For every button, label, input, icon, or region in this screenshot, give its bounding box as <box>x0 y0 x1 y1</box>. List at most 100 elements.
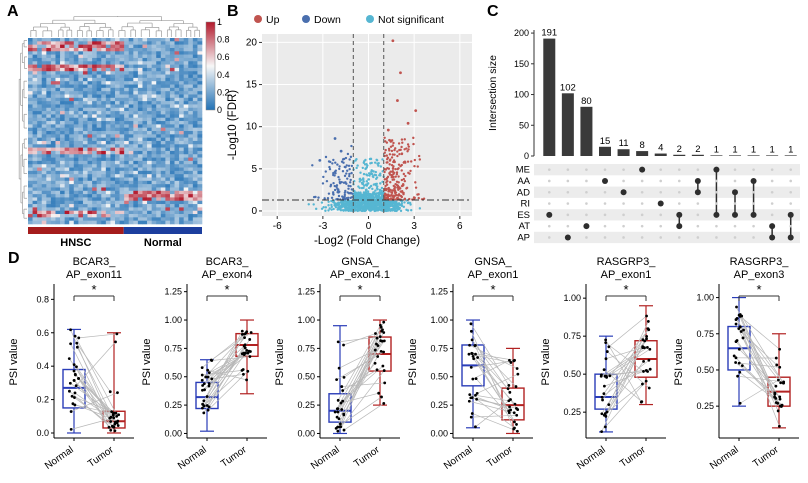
boxplot-BCAR3_AP_exon11: BCAR3_AP_exon11 0.0 0.2 0.4 0.6 0.8 PSI value *… <box>8 256 134 472</box>
colorbar-tick: 0.8 <box>217 35 230 45</box>
plot-title-line2: AP_exon4 <box>202 269 253 281</box>
y-tick-label: 0.8 <box>36 294 49 304</box>
y-tick-label: 1.00 <box>696 293 714 303</box>
bar-value-label: 1 <box>788 144 793 155</box>
x-category-tumor: Tumor <box>86 444 116 470</box>
x-tick-label: -6 <box>273 221 282 232</box>
y-tick-label: 0.75 <box>297 343 315 353</box>
x-axis-label: -Log2 (Fold Change) <box>314 235 420 247</box>
y-tick-label: 0.25 <box>164 400 182 410</box>
y-tick-label: 100 <box>514 90 529 100</box>
bar-value-label: 1 <box>769 144 774 155</box>
x-category-normal: Normal <box>442 444 475 471</box>
x-category-tumor: Tumor <box>219 444 249 470</box>
y-tick-label: 0.25 <box>297 400 315 410</box>
plot-title-line1: RASGRP3_ <box>730 256 790 268</box>
set-label: AP <box>517 232 530 243</box>
plot-title-line2: AP_exon3 <box>734 269 785 281</box>
panel-label-c: C <box>487 3 499 20</box>
heatmap-svg: HNSC Normal 1 0.8 0.6 0.4 0.2 0 <box>18 16 230 249</box>
normal-group-label: Normal <box>144 237 182 249</box>
y-tick-label: 0.75 <box>696 329 714 339</box>
pair-lines <box>201 330 252 414</box>
boxplots-svg: BCAR3_AP_exon11 0.0 0.2 0.4 0.6 0.8 PSI value *… <box>8 256 799 472</box>
significance-star: * <box>490 282 495 297</box>
significance-star: * <box>623 282 628 297</box>
y-axis-label: Intersection size <box>487 55 499 131</box>
y-tick-label: 15 <box>246 80 258 91</box>
column-dendrogram <box>30 16 200 37</box>
y-axis-label: PSI value <box>540 338 552 385</box>
y-axis-label: PSI value <box>8 338 20 385</box>
volcano-svg: Up Down Not significant -6 -3 0 3 6 0 5 10 15 20 -Log… <box>227 14 472 247</box>
matrix-stripes <box>534 164 800 244</box>
y-axis-label: PSI value <box>673 338 685 385</box>
y-tick-label: 0.4 <box>36 361 49 371</box>
row-dendrogram <box>18 40 27 219</box>
legend-label: Not significant <box>378 14 444 26</box>
y-tick-label: 200 <box>514 28 529 38</box>
y-tick-label: 0.0 <box>36 428 49 438</box>
bar-value-label: 4 <box>658 143 663 154</box>
y-tick-label: 1.00 <box>164 315 182 325</box>
set-label: AT <box>519 221 531 232</box>
y-tick-label: 0.75 <box>164 343 182 353</box>
bar-value-label: 1 <box>714 144 719 155</box>
y-axis-label: -Log10 (FDR) <box>227 90 239 160</box>
plot-title-line2: AP_exon1 <box>468 269 519 281</box>
y-tick-label: 0.50 <box>696 365 714 375</box>
legend-label: Up <box>266 14 280 26</box>
y-tick-label: 1.25 <box>297 287 315 297</box>
y-tick-label: 0.25 <box>430 400 448 410</box>
data-points <box>599 314 652 433</box>
y-tick-label: 0.25 <box>563 407 581 417</box>
plot-title-line1: GNSA_ <box>474 256 512 268</box>
boxplot-GNSA_AP_exon4.1: GNSA_AP_exon4.1 0.00 0.25 0.50 0.75 1.00 1.25 P… <box>274 256 400 472</box>
pair-lines <box>733 306 784 427</box>
set-label: AA <box>517 176 530 187</box>
y-tick-label: 0 <box>524 151 529 161</box>
set-label: ME <box>516 165 530 176</box>
x-category-normal: Normal <box>309 444 342 471</box>
y-axis-label: PSI value <box>274 338 286 385</box>
y-tick-label: 5 <box>251 164 257 175</box>
colorbar-tick: 0.6 <box>217 52 230 62</box>
legend-dot-up <box>254 15 262 23</box>
y-tick-label: 0.50 <box>563 369 581 379</box>
y-tick-label: 1.00 <box>297 315 315 325</box>
significance-star: * <box>756 282 761 297</box>
y-tick-label: 0.75 <box>430 343 448 353</box>
colorbar-tick: 0.2 <box>217 87 230 97</box>
plot-title-line2: AP_exon4.1 <box>330 269 390 281</box>
y-tick-label: 0.50 <box>297 372 315 382</box>
x-tick-label: -3 <box>318 221 327 232</box>
data-points <box>732 305 786 428</box>
y-tick-label: 10 <box>246 122 258 133</box>
hnsc-group-label: HNSC <box>60 237 91 249</box>
bar-value-label: 2 <box>695 144 700 155</box>
y-tick-label: 1.25 <box>164 287 182 297</box>
y-tick-label: 1.25 <box>430 287 448 297</box>
y-tick-label: 0.75 <box>563 331 581 341</box>
data-points <box>67 328 121 433</box>
panel-label-d: D <box>8 250 20 267</box>
set-label: AD <box>517 187 530 198</box>
y-tick-label: 0.25 <box>696 401 714 411</box>
boxplot-BCAR3_AP_exon4: BCAR3_AP_exon4 0.00 0.25 0.50 0.75 1.00 1.25 PS… <box>141 256 267 472</box>
x-category-tumor: Tumor <box>751 444 781 470</box>
bar-value-label: 102 <box>560 82 576 93</box>
plot-title-line2: AP_exon11 <box>66 269 122 281</box>
colorbar-tick: 0.4 <box>217 70 230 80</box>
bar-value-label: 191 <box>541 28 557 39</box>
x-category-tumor: Tumor <box>485 444 515 470</box>
legend-dot-not-significant <box>366 15 374 23</box>
y-tick-label: 0.2 <box>36 395 49 405</box>
points-up <box>383 39 426 201</box>
plot-title-line1: BCAR3_ <box>73 256 117 268</box>
bar-value-label: 1 <box>732 144 737 155</box>
x-category-tumor: Tumor <box>618 444 648 470</box>
x-category-normal: Normal <box>575 444 608 471</box>
y-tick-label: 0.6 <box>36 328 49 338</box>
